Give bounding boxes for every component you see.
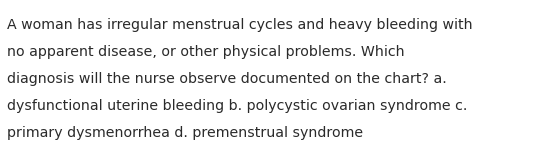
Text: no apparent disease, or other physical problems. Which: no apparent disease, or other physical p…	[7, 45, 405, 59]
Text: primary dysmenorrhea d. premenstrual syndrome: primary dysmenorrhea d. premenstrual syn…	[7, 126, 363, 140]
Text: A woman has irregular menstrual cycles and heavy bleeding with: A woman has irregular menstrual cycles a…	[7, 18, 472, 32]
Text: dysfunctional uterine bleeding b. polycystic ovarian syndrome c.: dysfunctional uterine bleeding b. polycy…	[7, 99, 467, 113]
Text: diagnosis will the nurse observe documented on the chart? a.: diagnosis will the nurse observe documen…	[7, 72, 446, 86]
